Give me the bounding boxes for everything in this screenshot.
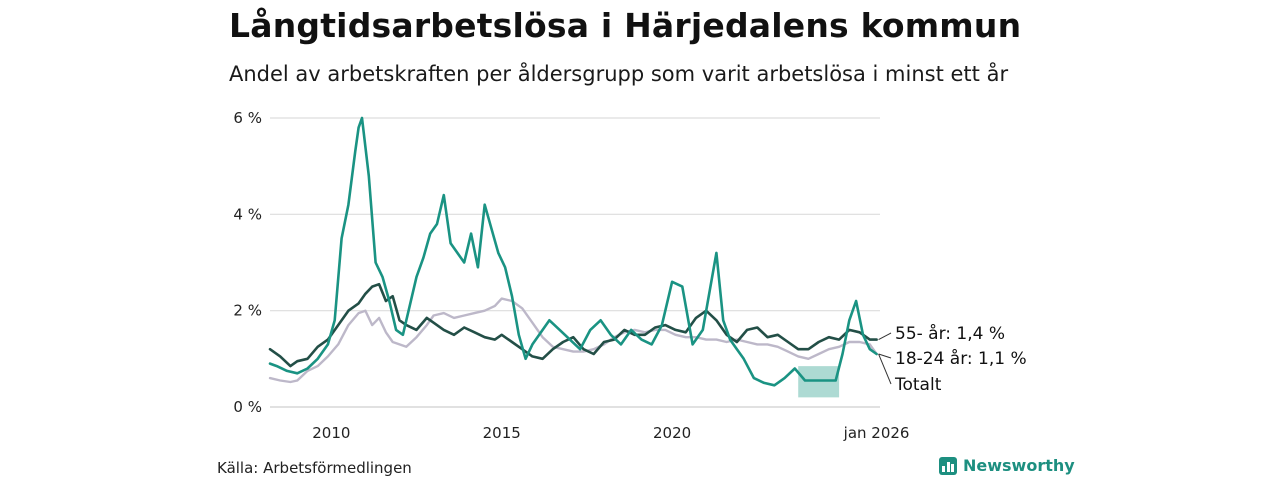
- y-tick-label: 6 %: [233, 109, 262, 127]
- source-note: Källa: Arbetsförmedlingen: [217, 459, 412, 477]
- brand-logo[interactable]: Newsworthy: [939, 456, 1075, 475]
- chart-subtitle: Andel av arbetskraften per åldersgrupp s…: [229, 62, 1009, 86]
- leader-line-senior: [878, 332, 892, 341]
- y-tick-label: 2 %: [233, 302, 262, 320]
- end-label-total: Totalt: [894, 375, 942, 395]
- y-tick-label: 0 %: [233, 398, 262, 416]
- newsworthy-logo-icon: [939, 456, 957, 475]
- leader-line-total: [878, 353, 892, 385]
- x-tick-label: 2010: [312, 424, 350, 442]
- x-tick-label: jan 2026: [843, 424, 910, 442]
- x-tick-label: 2015: [483, 424, 521, 442]
- x-tick-label: 2020: [653, 424, 691, 442]
- end-label-youth: 18-24 år: 1,1 %: [895, 348, 1027, 369]
- series-line-youth: [268, 116, 878, 387]
- y-tick-label: 4 %: [233, 205, 262, 223]
- chart-title: Långtidsarbetslösa i Härjedalens kommun: [229, 6, 1022, 45]
- brand-name: Newsworthy: [963, 456, 1075, 475]
- leader-line-youth: [878, 353, 892, 359]
- end-label-senior: 55- år: 1,4 %: [895, 323, 1005, 344]
- series-line-total: [268, 297, 878, 384]
- series-line-senior: [268, 282, 878, 368]
